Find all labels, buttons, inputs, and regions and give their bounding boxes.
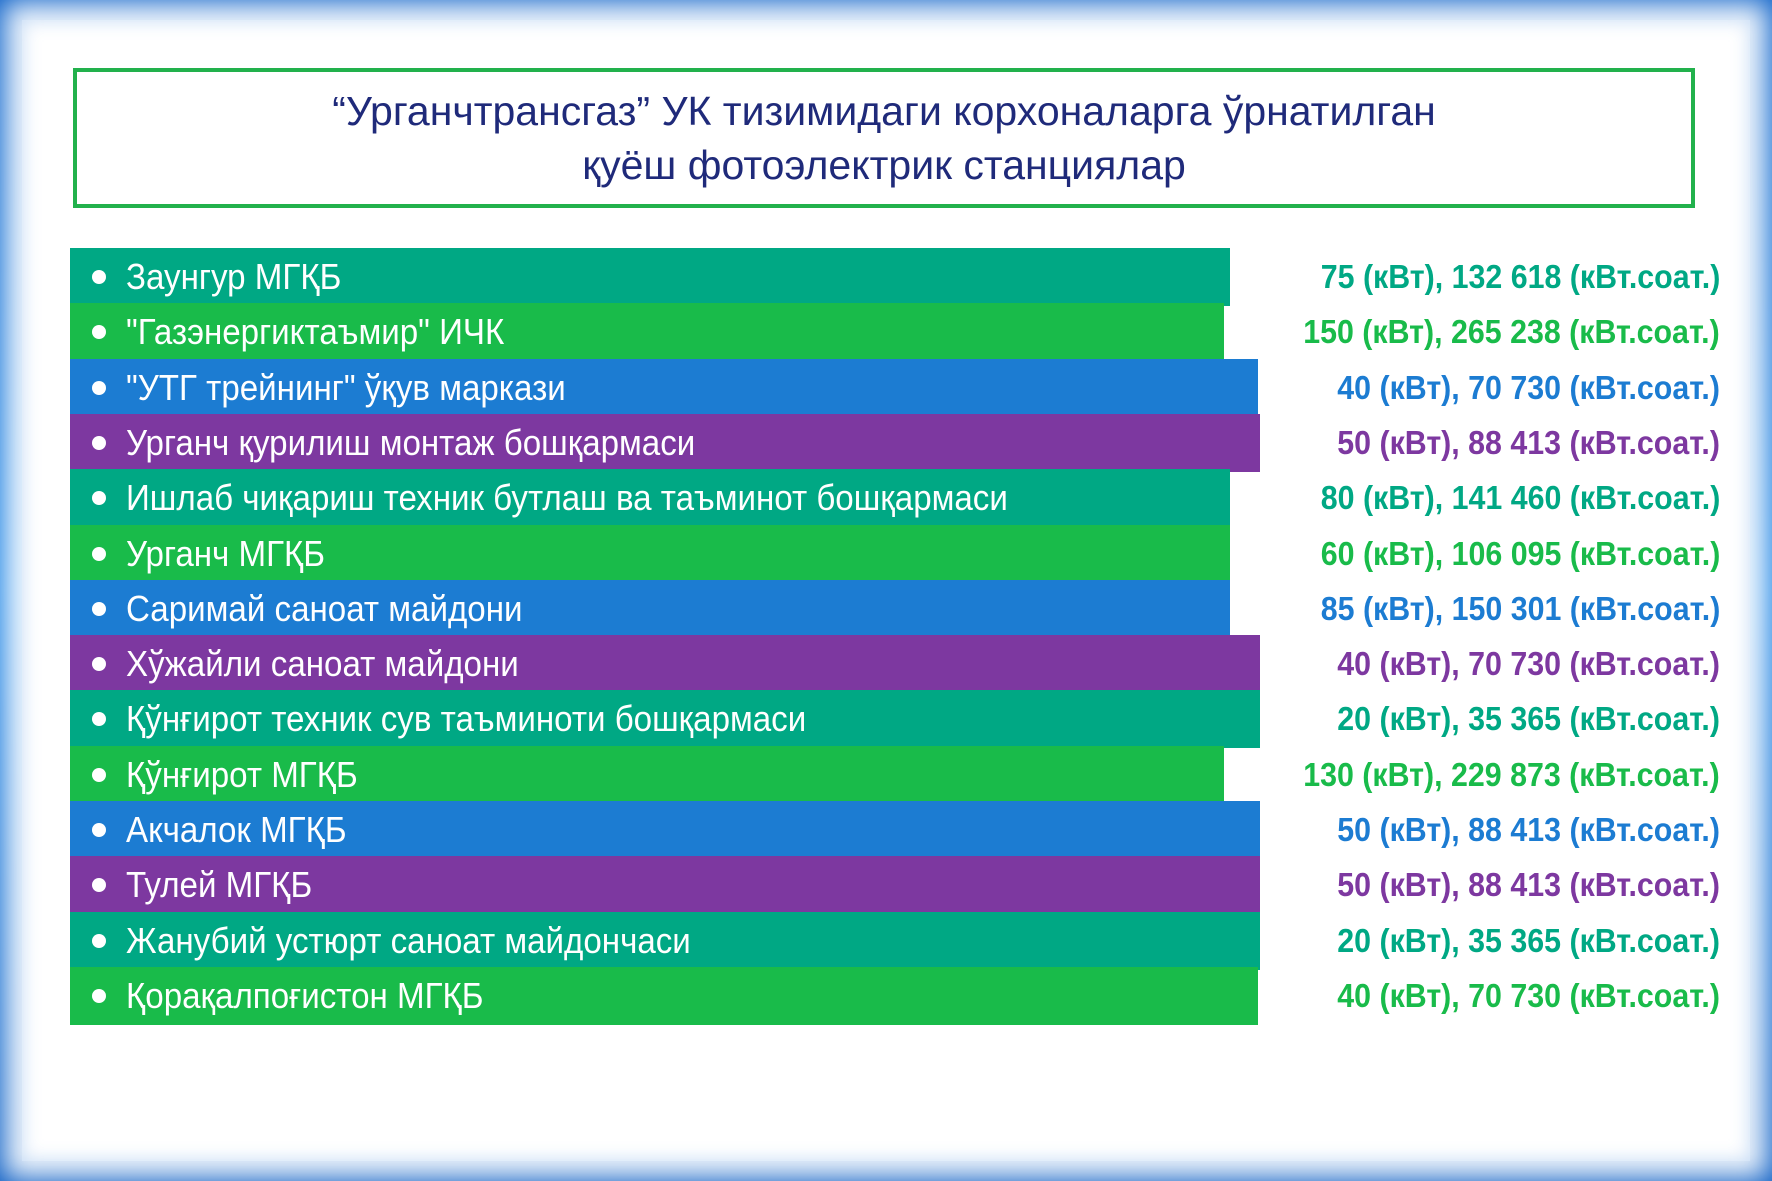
station-row: Ишлаб чиқариш техник бутлаш ва таъминот … bbox=[70, 469, 1720, 527]
station-bar: Жанубий устюрт саноат майдончаси bbox=[70, 912, 1260, 970]
station-bar: "Газэнергиктаъмир" ИЧК bbox=[70, 303, 1224, 361]
station-row: Қорақалпоғистон МГҚБ 40 (кВт), 70 730 (кВ… bbox=[70, 967, 1720, 1025]
title-line-1: “Урганчтрансгаз” УК тизимидаги корхонала… bbox=[332, 88, 1436, 134]
station-capacity: 20 (кВт), 35 365 (кВт.соат.) bbox=[1337, 700, 1720, 737]
station-bar: Хўжайли саноат майдони bbox=[70, 635, 1260, 693]
station-name: Қўнғирот МГҚБ bbox=[126, 754, 358, 795]
bullet-icon bbox=[92, 325, 106, 339]
station-row: Урганч қурилиш монтаж бошқармаси 50 (кВт)… bbox=[70, 414, 1720, 472]
station-capacity: 75 (кВт), 132 618 (кВт.соат.) bbox=[1320, 258, 1720, 295]
station-row: Заунгур МГҚБ 75 (кВт), 132 618 (кВт.соат.… bbox=[70, 248, 1720, 306]
station-capacity: 80 (кВт), 141 460 (кВт.соат.) bbox=[1320, 479, 1720, 516]
station-bar: Қўнғирот МГҚБ bbox=[70, 746, 1224, 804]
bullet-icon bbox=[92, 657, 106, 671]
bullet-icon bbox=[92, 547, 106, 561]
station-bar: Урганч МГҚБ bbox=[70, 525, 1230, 583]
station-name: Қўнғирот техник сув таъминоти бошқармаси bbox=[126, 698, 807, 739]
title-line-2: қуёш фотоэлектрик станциялар bbox=[582, 142, 1186, 188]
station-name: Урганч қурилиш монтаж бошқармаси bbox=[126, 422, 696, 463]
station-name: "УТГ трейнинг" ўқув маркази bbox=[126, 367, 566, 408]
station-row: Урганч МГҚБ 60 (кВт), 106 095 (кВт.соат.) bbox=[70, 525, 1720, 583]
station-name: Хўжайли саноат майдони bbox=[126, 643, 519, 684]
station-bar: Акчалок МГҚБ bbox=[70, 801, 1260, 859]
bullet-icon bbox=[92, 491, 106, 505]
bullet-icon bbox=[92, 768, 106, 782]
station-capacity: 130 (кВт), 229 873 (кВт.соат.) bbox=[1303, 756, 1720, 793]
station-name: Жанубий устюрт саноат майдончаси bbox=[126, 920, 691, 961]
station-row: "Газэнергиктаъмир" ИЧК 150 (кВт), 265 238… bbox=[70, 303, 1720, 361]
station-name: Заунгур МГҚБ bbox=[126, 256, 342, 297]
bullet-icon bbox=[92, 602, 106, 616]
station-capacity: 85 (кВт), 150 301 (кВт.соат.) bbox=[1320, 590, 1720, 627]
station-capacity: 50 (кВт), 88 413 (кВт.соат.) bbox=[1337, 866, 1720, 903]
station-name: Қорақалпоғистон МГҚБ bbox=[126, 975, 484, 1016]
station-capacity: 50 (кВт), 88 413 (кВт.соат.) bbox=[1337, 811, 1720, 848]
station-bar: Қўнғирот техник сув таъминоти бошқармаси bbox=[70, 690, 1260, 748]
station-row: Жанубий устюрт саноат майдончаси 20 (кВт)… bbox=[70, 912, 1720, 970]
station-bar: "УТГ трейнинг" ўқув маркази bbox=[70, 359, 1258, 417]
station-capacity: 40 (кВт), 70 730 (кВт.соат.) bbox=[1337, 369, 1720, 406]
station-row: Қўнғирот МГҚБ 130 (кВт), 229 873 (кВт.соа… bbox=[70, 746, 1720, 804]
bullet-icon bbox=[92, 270, 106, 284]
station-bar: Саримай саноат майдони bbox=[70, 580, 1230, 638]
bullet-icon bbox=[92, 436, 106, 450]
station-row: Қўнғирот техник сув таъминоти бошқармаси… bbox=[70, 690, 1720, 748]
station-row: Хўжайли саноат майдони 40 (кВт), 70 730 (… bbox=[70, 635, 1720, 693]
station-bar: Урганч қурилиш монтаж бошқармаси bbox=[70, 414, 1260, 472]
station-row: "УТГ трейнинг" ўқув маркази 40 (кВт), 70 … bbox=[70, 359, 1720, 417]
station-capacity: 150 (кВт), 265 238 (кВт.соат.) bbox=[1303, 313, 1720, 350]
station-name: Ишлаб чиқариш техник бутлаш ва таъминот … bbox=[126, 477, 1008, 518]
bullet-icon bbox=[92, 989, 106, 1003]
station-bar: Тулей МГҚБ bbox=[70, 856, 1260, 914]
bullet-icon bbox=[92, 381, 106, 395]
bullet-icon bbox=[92, 712, 106, 726]
station-name: Урганч МГҚБ bbox=[126, 533, 326, 574]
station-row: Саримай саноат майдони 85 (кВт), 150 301 … bbox=[70, 580, 1720, 638]
station-capacity: 60 (кВт), 106 095 (кВт.соат.) bbox=[1320, 535, 1720, 572]
station-name: "Газэнергиктаъмир" ИЧК bbox=[126, 311, 505, 352]
station-row: Тулей МГҚБ 50 (кВт), 88 413 (кВт.соат.) bbox=[70, 856, 1720, 914]
station-row: Акчалок МГҚБ 50 (кВт), 88 413 (кВт.соат.) bbox=[70, 801, 1720, 859]
station-name: Тулей МГҚБ bbox=[126, 864, 313, 905]
bullet-icon bbox=[92, 823, 106, 837]
station-bar: Қорақалпоғистон МГҚБ bbox=[70, 967, 1258, 1025]
station-capacity: 20 (кВт), 35 365 (кВт.соат.) bbox=[1337, 922, 1720, 959]
station-name: Саримай саноат майдони bbox=[126, 588, 523, 629]
title-box: “Урганчтрансгаз” УК тизимидаги корхонала… bbox=[73, 68, 1695, 208]
bullet-icon bbox=[92, 878, 106, 892]
station-name: Акчалок МГҚБ bbox=[126, 809, 347, 850]
station-bar: Заунгур МГҚБ bbox=[70, 248, 1230, 306]
station-bar: Ишлаб чиқариш техник бутлаш ва таъминот … bbox=[70, 469, 1230, 527]
station-capacity: 40 (кВт), 70 730 (кВт.соат.) bbox=[1337, 977, 1720, 1014]
station-capacity: 50 (кВт), 88 413 (кВт.соат.) bbox=[1337, 424, 1720, 461]
station-capacity: 40 (кВт), 70 730 (кВт.соат.) bbox=[1337, 645, 1720, 682]
bullet-icon bbox=[92, 934, 106, 948]
